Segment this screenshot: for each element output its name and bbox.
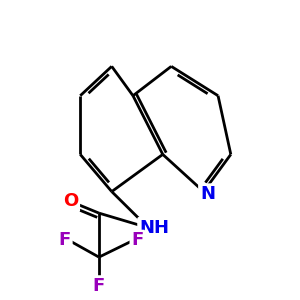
Text: F: F <box>93 277 105 295</box>
Text: O: O <box>63 192 78 210</box>
Text: F: F <box>58 232 71 250</box>
Text: NH: NH <box>139 219 169 237</box>
Text: N: N <box>200 185 215 203</box>
Text: F: F <box>131 232 144 250</box>
